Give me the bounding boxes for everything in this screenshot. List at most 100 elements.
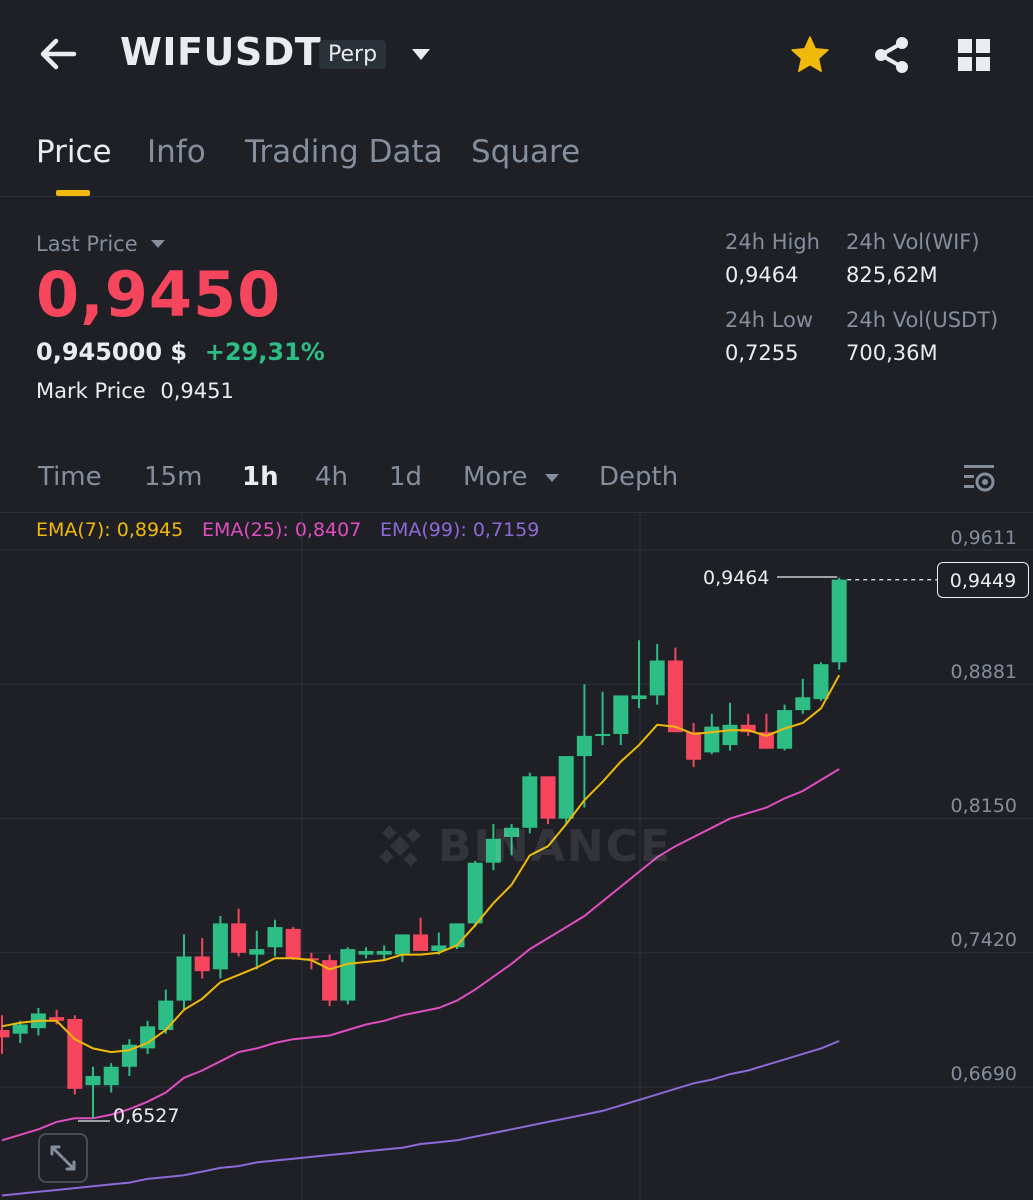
- binance-logo-icon: [379, 825, 421, 867]
- chart-top-divider: [0, 512, 1033, 513]
- more-label: More: [463, 462, 528, 492]
- vol-base-label: 24h Vol(WIF): [846, 230, 980, 254]
- candle-body: [140, 1026, 156, 1049]
- candle-body: [504, 827, 520, 837]
- low-marker-label: 0,6527: [113, 1105, 180, 1127]
- candle-body: [558, 756, 574, 819]
- candle-body: [67, 1018, 83, 1089]
- tab-trading-data[interactable]: Trading Data: [245, 134, 443, 170]
- low-24h-value: 0,7255: [725, 341, 799, 365]
- vol-base-value: 825,62M: [846, 263, 938, 287]
- candle-body: [85, 1075, 101, 1086]
- candle-body: [267, 927, 283, 948]
- ema7-legend: EMA(7): 0,8945: [36, 519, 184, 541]
- active-tab-indicator: [56, 190, 90, 196]
- caret-down-icon: [544, 474, 559, 482]
- favorite-button[interactable]: [789, 34, 831, 76]
- candle-body: [758, 732, 774, 749]
- back-button[interactable]: [36, 34, 82, 74]
- candle-body: [613, 695, 629, 735]
- timeframe-time[interactable]: Time: [38, 462, 102, 492]
- candle-body: [740, 724, 756, 733]
- candle-body: [431, 945, 447, 951]
- ema25-legend: EMA(25): 0,8407: [202, 519, 362, 541]
- tab-info[interactable]: Info: [147, 134, 206, 170]
- symbol-dropdown[interactable]: [408, 44, 434, 64]
- y-tick-label: 0,9611: [950, 527, 1017, 549]
- timeframe-4h[interactable]: 4h: [315, 462, 349, 492]
- symbol-title[interactable]: WIFUSDT: [120, 30, 322, 74]
- candle-body: [795, 697, 811, 711]
- timeframe-1d[interactable]: 1d: [389, 462, 423, 492]
- candle-body: [49, 1017, 65, 1021]
- fullscreen-button[interactable]: [38, 1133, 88, 1183]
- candle-body: [467, 862, 483, 924]
- share-icon: [875, 37, 908, 73]
- candle-body: [176, 956, 192, 1001]
- star-icon: [791, 36, 829, 72]
- tabs-divider: [0, 196, 1033, 197]
- vol-quote-value: 700,36M: [846, 341, 938, 365]
- candle-body: [322, 960, 338, 1001]
- candle-body: [12, 1024, 28, 1034]
- grid-menu-button[interactable]: [957, 38, 991, 72]
- binance-watermark: BINANCE: [372, 818, 672, 874]
- vol-quote-label: 24h Vol(USDT): [846, 308, 999, 332]
- candle-body: [212, 923, 228, 970]
- last-price-selector[interactable]: Last Price: [36, 232, 167, 256]
- chart-settings-icon: [964, 465, 995, 492]
- high-24h-label: 24h High: [725, 230, 820, 254]
- ema99-legend: EMA(99): 0,7159: [380, 519, 540, 541]
- back-arrow-icon: [40, 38, 77, 70]
- tab-square[interactable]: Square: [471, 134, 581, 170]
- caret-down-icon: [150, 240, 165, 248]
- watermark-text: BINANCE: [438, 820, 672, 872]
- candle-body: [394, 934, 410, 955]
- last-price-value: 0,9450: [36, 258, 282, 331]
- timeframe-more[interactable]: More: [463, 462, 561, 492]
- chevron-down-icon: [412, 49, 430, 60]
- y-tick-label: 0,8881: [950, 661, 1017, 683]
- candle-body: [595, 734, 611, 737]
- high-marker-label: 0,9464: [703, 567, 770, 589]
- ema25-line: [1, 768, 840, 1142]
- candlestick-chart[interactable]: [0, 513, 1033, 1200]
- candle-body: [686, 732, 702, 760]
- grid-menu-icon: [958, 39, 990, 71]
- candle-body: [667, 660, 683, 733]
- candle-body: [449, 923, 465, 948]
- price-change-percent: +29,31%: [204, 338, 325, 366]
- share-button[interactable]: [871, 34, 913, 76]
- candle-body: [231, 923, 247, 953]
- candle-body: [358, 950, 374, 955]
- current-price-tag[interactable]: 0,9449: [937, 562, 1029, 598]
- chart-settings-button[interactable]: [962, 462, 996, 494]
- last-price-label: Last Price: [36, 232, 138, 256]
- timeframe-15m[interactable]: 15m: [144, 462, 203, 492]
- candle-body: [522, 776, 538, 828]
- candle-body: [704, 726, 720, 753]
- mark-price-row: Mark Price 0,9451: [36, 379, 234, 403]
- depth-tab[interactable]: Depth: [599, 462, 679, 492]
- candle-body: [376, 950, 392, 955]
- mark-price-label: Mark Price: [36, 379, 146, 403]
- candle-body: [831, 579, 847, 663]
- low-24h-label: 24h Low: [725, 308, 814, 332]
- y-tick-label: 0,8150: [950, 795, 1017, 817]
- candle-body: [158, 1000, 174, 1031]
- candle-body: [485, 838, 501, 863]
- tab-price[interactable]: Price: [36, 134, 112, 170]
- contract-type-badge: Perp: [319, 40, 387, 69]
- candle-body: [813, 664, 829, 700]
- candle-body: [249, 949, 265, 955]
- timeframe-1h[interactable]: 1h: [242, 462, 279, 492]
- candle-body: [285, 928, 301, 959]
- ema7-line: [1, 674, 841, 1054]
- candle-body: [103, 1066, 119, 1086]
- candle-body: [722, 724, 738, 746]
- candle-body: [194, 956, 210, 972]
- expand-icon: [50, 1145, 76, 1171]
- usd-price-row: 0,945000 $ +29,31%: [36, 338, 325, 366]
- candle-body: [340, 949, 356, 1001]
- y-tick-label: 0,6690: [950, 1063, 1017, 1085]
